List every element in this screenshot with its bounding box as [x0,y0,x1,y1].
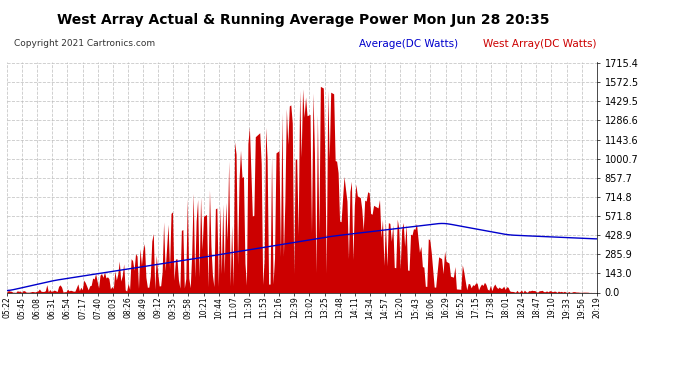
Text: West Array(DC Watts): West Array(DC Watts) [483,39,596,50]
Text: West Array Actual & Running Average Power Mon Jun 28 20:35: West Array Actual & Running Average Powe… [57,13,550,27]
Text: Copyright 2021 Cartronics.com: Copyright 2021 Cartronics.com [14,39,155,48]
Text: Average(DC Watts): Average(DC Watts) [359,39,458,50]
